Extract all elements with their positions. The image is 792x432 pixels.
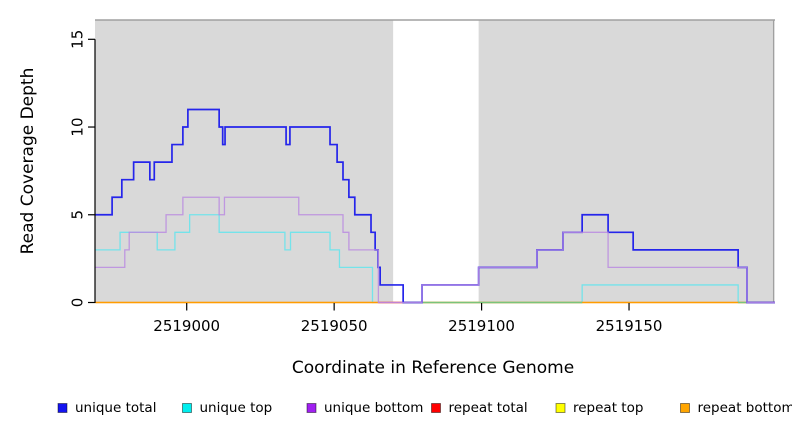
legend-swatch	[306, 403, 317, 413]
legend-item-label: repeat bottom	[698, 400, 792, 416]
y-tick-label: 15	[69, 30, 87, 49]
legend-item: repeat bottom	[680, 400, 792, 416]
legend-item: unique total	[57, 400, 156, 416]
legend-swatch	[182, 403, 192, 413]
covered-region	[95, 20, 394, 303]
legend-item: repeat total	[431, 400, 528, 416]
legend-swatch	[555, 403, 566, 413]
legend-item-label: repeat total	[449, 400, 528, 416]
y-axis-title: Read Coverage Depth	[18, 68, 38, 255]
legend-swatch	[57, 403, 68, 413]
legend-item: unique top	[182, 400, 273, 416]
x-tick-label: 2519050	[301, 317, 368, 335]
x-axis-title: Coordinate in Reference Genome	[292, 358, 574, 378]
legend-item-label: unique bottom	[324, 400, 423, 416]
legend: unique total unique top unique bottom repea…	[57, 400, 792, 416]
axes-layer: 0 5 10 15 2519000 2519050 2519100 2519150	[69, 30, 663, 335]
x-tick-label: 2519000	[153, 317, 220, 335]
legend-item-label: unique total	[75, 400, 156, 416]
legend-swatch	[680, 403, 690, 413]
legend-item-label: unique top	[200, 400, 273, 416]
y-tick-label: 0	[69, 298, 87, 308]
series-line-unique-bottom	[95, 196, 775, 304]
legend-swatch	[431, 403, 441, 413]
y-tick-label: 5	[69, 210, 87, 220]
covered-regions-layer	[95, 20, 773, 303]
x-tick-label: 2519150	[596, 317, 663, 335]
series-lines-layer	[95, 108, 775, 304]
legend-item: repeat top	[555, 400, 643, 416]
legend-item: unique bottom	[306, 400, 423, 416]
plot-box-layer	[95, 19, 775, 303]
covered-region	[478, 20, 773, 303]
legend-item-label: repeat top	[573, 400, 643, 416]
x-tick-label: 2519100	[448, 317, 515, 335]
y-tick-label: 10	[69, 117, 87, 136]
